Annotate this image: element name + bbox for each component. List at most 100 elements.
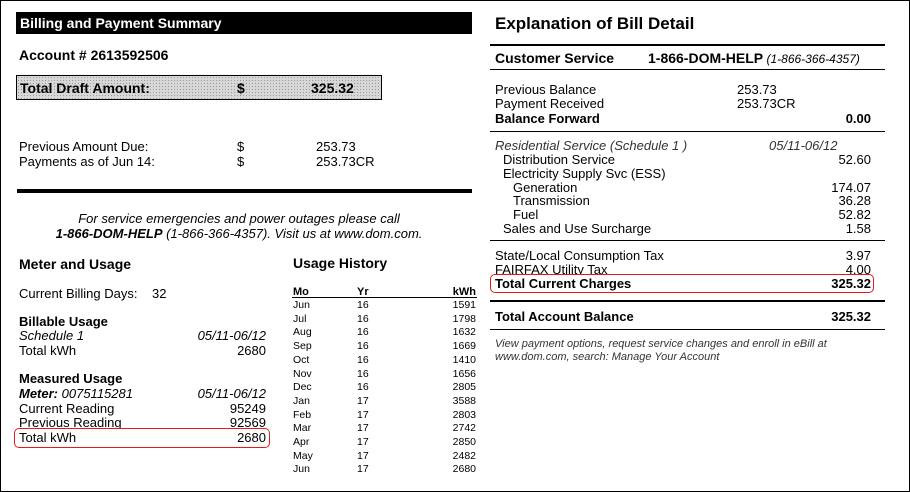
balance-forward-label: Balance Forward	[495, 111, 600, 126]
total-current-label: Total Current Charges	[495, 276, 632, 291]
billing-days-value: 32	[152, 286, 167, 301]
state-tax-value: 3.97	[845, 248, 871, 263]
history-month: May	[293, 449, 313, 462]
generation-value: 174.07	[831, 180, 871, 195]
ess-label: Electricity Supply Svc (ESS)	[503, 166, 666, 181]
history-month: Dec	[293, 381, 312, 394]
history-kwh: 1656	[452, 367, 476, 380]
emergency-phone: 1-866-DOM-HELP	[55, 226, 163, 241]
emergency-line-2: 1-866-DOM-HELP (1-866-366-4357). Visit u…	[19, 227, 459, 241]
history-year: 17	[357, 408, 369, 421]
cs-phone: 1-866-DOM-HELP	[648, 50, 764, 66]
history-kwh: 2742	[452, 422, 476, 435]
fuel-value: 52.82	[838, 207, 871, 222]
history-kwh: 2803	[452, 408, 476, 421]
history-year: 16	[357, 326, 369, 339]
history-year: 16	[357, 353, 369, 366]
detail-bottom-rule	[490, 329, 885, 330]
draft-amount: 325.32	[311, 80, 354, 96]
generation-label: Generation	[513, 180, 578, 195]
billable-total-label: Total kWh	[19, 343, 77, 358]
cs-phone-numeric: (1-866-366-4357)	[763, 52, 860, 66]
residential-service-dates: 05/11-06/12	[769, 138, 838, 153]
usage-history-title: Usage History	[293, 255, 388, 271]
history-kwh: 1669	[452, 340, 476, 353]
history-month: Apr	[293, 436, 310, 448]
meter-usage-title: Meter and Usage	[19, 256, 132, 272]
billable-dates: 05/11-06/12	[197, 328, 266, 343]
total-account-label: Total Account Balance	[495, 309, 634, 324]
customer-service-phone: 1-866-DOM-HELP (1-866-366-4357)	[648, 50, 860, 67]
billable-total-value: 2680	[237, 343, 266, 358]
distribution-value: 52.60	[838, 152, 871, 167]
measured-total-highlight	[14, 428, 270, 448]
residential-service-label: Residential Service (Schedule 1 )	[495, 138, 688, 153]
history-kwh: 2482	[452, 449, 476, 462]
history-year: 17	[357, 436, 369, 448]
emergency-rest: (1-866-366-4357). Visit us at www.dom.co…	[162, 226, 423, 241]
history-month: Jun	[293, 463, 310, 476]
previous-due-amount: 253.73	[316, 139, 356, 154]
total-current-value: 325.32	[831, 276, 871, 291]
billable-schedule: Schedule 1	[19, 328, 85, 343]
history-month: Feb	[293, 408, 312, 421]
history-year: 16	[357, 367, 369, 380]
detail-cs-rule	[490, 69, 885, 70]
transmission-value: 36.28	[838, 193, 871, 208]
total-draft-box	[16, 75, 382, 100]
billing-summary-header: Billing and Payment Summary	[16, 12, 472, 34]
payments-label: Payments as of Jun 14:	[19, 154, 155, 169]
history-kwh: 1410	[452, 353, 476, 366]
account-number: Account # 2613592506	[19, 47, 169, 63]
surcharge-value: 1.58	[845, 221, 871, 236]
distribution-label: Distribution Service	[503, 152, 615, 167]
measured-usage-title: Measured Usage	[19, 371, 123, 386]
history-month: Aug	[293, 326, 312, 339]
state-tax-label: State/Local Consumption Tax	[495, 248, 664, 263]
detail-tax-rule	[490, 240, 885, 241]
history-month: Nov	[293, 367, 312, 380]
history-kwh: 3588	[452, 394, 476, 407]
bill-detail-title: Explanation of Bill Detail	[495, 14, 695, 33]
detail-mid-rule	[490, 131, 885, 132]
surcharge-label: Sales and Use Surcharge	[503, 221, 652, 236]
history-year: 16	[357, 381, 369, 394]
current-reading-label: Current Reading	[19, 401, 115, 416]
history-year: 17	[357, 394, 369, 407]
payments-amount: 253.73CR	[316, 154, 375, 169]
history-year: 16	[357, 312, 369, 325]
meter-dates: 05/11-06/12	[197, 386, 266, 401]
history-year: 17	[357, 463, 369, 476]
history-year: 16	[357, 299, 369, 311]
current-reading-value: 95249	[229, 401, 266, 416]
history-month: Jul	[293, 312, 307, 325]
history-kwh: 1632	[452, 326, 476, 339]
previous-due-currency: $	[237, 139, 245, 154]
balance-forward-value: 0.00	[845, 111, 871, 126]
history-month: Oct	[293, 353, 310, 366]
fairfax-tax-value: 4.00	[845, 262, 871, 277]
history-year: 17	[357, 422, 369, 435]
payment-received-label: Payment Received	[495, 96, 605, 111]
draft-label: Total Draft Amount:	[20, 80, 150, 96]
divider-thick	[17, 189, 472, 193]
footer-line-1: View payment options, request service ch…	[495, 338, 827, 350]
previous-balance-value: 253.73	[737, 82, 777, 97]
previous-balance-label: Previous Balance	[495, 82, 597, 97]
history-kwh: 2680	[452, 463, 476, 476]
total-account-value: 325.32	[831, 309, 871, 324]
billable-usage-title: Billable Usage	[19, 314, 108, 329]
meter-number-line: Meter: 0075115281	[19, 387, 133, 401]
previous-reading-value: 92569	[229, 415, 266, 430]
total-current-highlight	[490, 274, 874, 293]
history-month: Sep	[293, 340, 312, 353]
history-kwh: 1591	[452, 299, 476, 311]
history-year: 17	[357, 449, 369, 462]
footer-line-2: www.dom.com, search: Manage Your Account	[495, 351, 720, 363]
history-kwh: 1798	[452, 312, 476, 325]
history-month: Mar	[293, 422, 312, 435]
meter-number: 0075115281	[61, 386, 133, 401]
history-header-rule	[292, 297, 477, 298]
history-year: 16	[357, 340, 369, 353]
history-col-mo: Mo	[293, 286, 309, 298]
